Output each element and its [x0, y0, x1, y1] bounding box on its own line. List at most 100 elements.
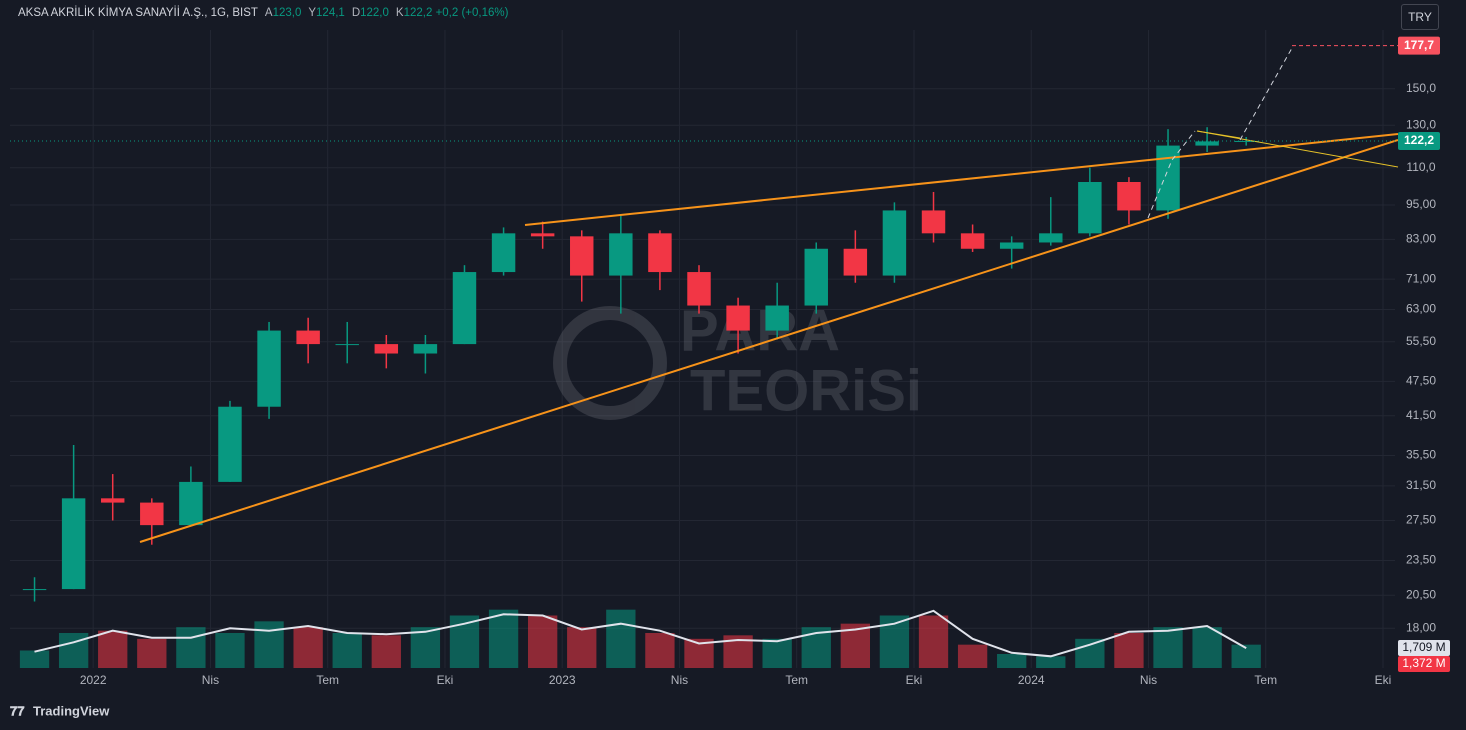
volume-bar: [567, 627, 597, 668]
ohlc-value: 122,0: [360, 7, 389, 19]
volume-bar: [332, 633, 362, 668]
candle-body: [804, 248, 828, 306]
y-tick-label: 55,50: [1406, 334, 1436, 348]
candle-body: [570, 236, 594, 276]
candle-body: [765, 305, 789, 331]
volume-readout-box: [1398, 640, 1450, 657]
y-tick-label: 130,0: [1406, 117, 1436, 131]
watermark-text: PARA: [680, 298, 840, 363]
watermark: PARA TEORiSi: [553, 298, 922, 423]
y-tick-label: 47,50: [1406, 374, 1436, 388]
volume-readout-box: [1398, 656, 1450, 673]
x-tick-label: Eki: [1375, 673, 1392, 687]
y-tick-label: 83,00: [1406, 232, 1436, 246]
candle-body: [413, 344, 438, 354]
volume-bar: [1036, 656, 1066, 668]
volume-ma-line: [34, 609, 1247, 658]
y-tick-label: 35,50: [1406, 448, 1436, 462]
overlay: 122,2 177,7 1,709 M 1,372 M: [10, 36, 1450, 673]
volume-bar: [606, 609, 636, 668]
y-tick-label: 31,50: [1406, 478, 1436, 492]
y-tick-label: 71,00: [1406, 271, 1436, 285]
ohlc-value: 124,1: [316, 7, 345, 19]
candle-body: [648, 233, 672, 273]
candle-body: [140, 502, 164, 526]
grid: [10, 0, 1466, 730]
volume-readout-label: 1,709 M: [1402, 640, 1445, 654]
y-tick-label: 150,0: [1406, 81, 1436, 95]
volume-bar: [1231, 644, 1261, 668]
volume-bar: [918, 615, 949, 668]
y-tick-label: 20,50: [1406, 587, 1436, 601]
x-tick-label: Eki: [906, 673, 923, 687]
volume-bar: [1114, 633, 1144, 668]
price-pane: [22, 127, 1258, 602]
symbol: AKSA AKRİLİK KİMYA SANAYİİ A.Ş., 1G, BIS…: [18, 7, 258, 19]
y-tick-label: 95,00: [1406, 197, 1436, 211]
ohlc-key: Y: [308, 7, 317, 19]
volume-bar: [1192, 627, 1222, 668]
candle-body: [726, 305, 750, 331]
volume-bar: [176, 627, 206, 668]
volume-bar: [19, 650, 50, 668]
x-tick-label: Tem: [316, 673, 339, 687]
y-tick-label: 18,00: [1406, 620, 1436, 634]
watermark-text: TEORiSi: [690, 358, 922, 423]
candle-body: [100, 498, 125, 503]
candle-body: [882, 210, 907, 276]
candle-body: [530, 233, 555, 237]
volume-bar: [1153, 627, 1183, 668]
candle-body: [61, 498, 86, 590]
header: AKSA AKRİLİK KİMYA SANAYİİ A.Ş., 1G, BIS…: [18, 7, 508, 19]
volume-bar: [957, 644, 988, 668]
trendline: [1196, 130, 1399, 168]
candle-body: [452, 272, 477, 345]
ohlc-key: K: [395, 7, 404, 19]
x-tick-label: Nis: [202, 673, 219, 687]
candle-body: [1156, 145, 1180, 211]
ohlc-key: D: [351, 7, 361, 19]
candle-body: [960, 233, 985, 249]
target-box: [1398, 36, 1440, 55]
candle-body: [1078, 181, 1102, 234]
projection: [1147, 130, 1196, 219]
axis-strip: [1395, 0, 1466, 730]
candle-body: [1039, 233, 1063, 243]
y-tick-label: 23,50: [1406, 553, 1436, 567]
candle-body: [999, 242, 1024, 249]
footer-brand: TradingView: [33, 703, 110, 718]
volume-bar: [293, 627, 323, 668]
volume-bar: [645, 633, 675, 668]
ohlc-value: 123,0: [272, 7, 302, 19]
volume-bar: [371, 635, 401, 668]
x-tick-label: 2022: [80, 673, 107, 687]
candle-body: [609, 233, 633, 276]
candle-body: [374, 344, 399, 354]
x-tick-label: 2024: [1018, 673, 1045, 687]
ohlc-key: A: [264, 7, 273, 19]
volume-bar: [410, 627, 441, 668]
currency-button[interactable]: TRY: [1401, 4, 1439, 30]
volume-readout-label: 1,372 M: [1402, 656, 1445, 670]
candle-body: [687, 272, 711, 306]
volume-bar: [254, 621, 284, 668]
volume-bar: [997, 654, 1027, 668]
candle-body: [921, 210, 946, 234]
trendline: [1196, 130, 1241, 139]
volume-bar: [528, 615, 558, 668]
drawings: [139, 47, 1399, 543]
volume-bar: [1075, 638, 1105, 668]
y-tick-label: 41,50: [1406, 408, 1436, 422]
last-price-label: 122,2: [1404, 133, 1434, 147]
footer-logo: 𝟕𝟕: [10, 703, 25, 718]
x-tick-label: Nis: [1140, 673, 1157, 687]
volume-pane: [19, 609, 1261, 668]
x-tick-label: Eki: [437, 673, 454, 687]
watermark-logo: [553, 306, 667, 420]
candle-body: [491, 233, 516, 273]
volume-bar: [762, 638, 792, 668]
volume-bar: [98, 630, 128, 668]
candle-body: [335, 344, 359, 346]
